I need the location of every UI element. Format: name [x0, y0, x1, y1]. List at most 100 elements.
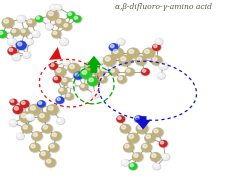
Circle shape — [56, 97, 65, 104]
Circle shape — [121, 159, 129, 166]
Circle shape — [93, 68, 104, 77]
Circle shape — [152, 43, 161, 51]
Circle shape — [122, 159, 130, 166]
Circle shape — [100, 65, 108, 71]
Circle shape — [57, 118, 65, 125]
Circle shape — [47, 159, 51, 163]
Circle shape — [27, 115, 31, 118]
Circle shape — [26, 113, 35, 121]
Circle shape — [48, 106, 53, 110]
Circle shape — [152, 128, 163, 137]
Circle shape — [36, 17, 40, 19]
Circle shape — [50, 4, 58, 11]
Circle shape — [33, 32, 36, 34]
Circle shape — [116, 115, 125, 123]
Circle shape — [26, 19, 36, 27]
Circle shape — [163, 155, 166, 157]
Circle shape — [7, 38, 16, 46]
Circle shape — [154, 164, 157, 167]
Circle shape — [98, 76, 107, 83]
Circle shape — [51, 132, 62, 141]
Circle shape — [53, 76, 61, 83]
Circle shape — [9, 39, 12, 42]
Text: α,β-difluoro-γ-amino acid: α,β-difluoro-γ-amino acid — [115, 3, 212, 11]
Circle shape — [87, 76, 99, 86]
Circle shape — [62, 59, 70, 66]
Circle shape — [89, 78, 93, 82]
Circle shape — [10, 121, 13, 123]
Circle shape — [22, 51, 30, 58]
Circle shape — [52, 133, 56, 136]
Circle shape — [93, 67, 104, 76]
Circle shape — [86, 63, 90, 67]
Circle shape — [42, 124, 53, 134]
Circle shape — [117, 38, 125, 45]
Circle shape — [143, 144, 147, 148]
Circle shape — [50, 131, 61, 141]
Circle shape — [111, 48, 124, 58]
Circle shape — [162, 154, 170, 160]
Circle shape — [32, 31, 40, 38]
Circle shape — [74, 72, 83, 80]
Circle shape — [75, 73, 79, 76]
Circle shape — [18, 16, 22, 19]
Circle shape — [58, 87, 68, 95]
Circle shape — [135, 56, 147, 66]
Circle shape — [119, 55, 132, 66]
Circle shape — [28, 104, 41, 115]
Circle shape — [126, 69, 130, 72]
Circle shape — [110, 44, 114, 48]
Circle shape — [32, 31, 40, 37]
Circle shape — [67, 12, 76, 19]
Circle shape — [68, 82, 76, 88]
Circle shape — [160, 141, 164, 144]
Circle shape — [18, 42, 22, 46]
Circle shape — [23, 52, 31, 58]
Circle shape — [57, 20, 61, 23]
Circle shape — [60, 38, 69, 46]
Circle shape — [141, 68, 150, 76]
Circle shape — [99, 76, 108, 84]
Circle shape — [136, 117, 139, 119]
Circle shape — [73, 15, 82, 23]
Circle shape — [157, 72, 165, 79]
Circle shape — [69, 83, 72, 85]
Circle shape — [29, 104, 42, 116]
Circle shape — [55, 18, 66, 28]
Circle shape — [18, 134, 20, 136]
Circle shape — [109, 43, 119, 51]
Circle shape — [41, 124, 53, 133]
Circle shape — [152, 154, 156, 157]
Circle shape — [153, 163, 160, 170]
Circle shape — [134, 154, 138, 157]
Circle shape — [160, 64, 164, 67]
Circle shape — [20, 28, 29, 36]
Circle shape — [51, 5, 54, 8]
Circle shape — [150, 153, 161, 162]
Circle shape — [41, 152, 45, 155]
Circle shape — [23, 125, 27, 129]
Circle shape — [48, 12, 53, 16]
Circle shape — [117, 75, 127, 84]
Circle shape — [88, 77, 99, 87]
Circle shape — [37, 101, 46, 108]
Circle shape — [159, 62, 168, 70]
Circle shape — [98, 58, 101, 61]
Circle shape — [49, 62, 58, 70]
Circle shape — [117, 116, 126, 123]
Circle shape — [58, 119, 61, 121]
Circle shape — [52, 30, 61, 38]
Circle shape — [143, 48, 155, 59]
Circle shape — [125, 68, 135, 76]
Circle shape — [21, 124, 32, 133]
Circle shape — [50, 4, 58, 11]
Circle shape — [33, 133, 37, 136]
Circle shape — [29, 143, 41, 153]
Circle shape — [122, 125, 126, 129]
Circle shape — [48, 143, 59, 152]
Circle shape — [31, 144, 35, 148]
Circle shape — [66, 94, 70, 97]
Circle shape — [47, 10, 59, 21]
Circle shape — [20, 28, 30, 37]
Circle shape — [17, 15, 26, 23]
